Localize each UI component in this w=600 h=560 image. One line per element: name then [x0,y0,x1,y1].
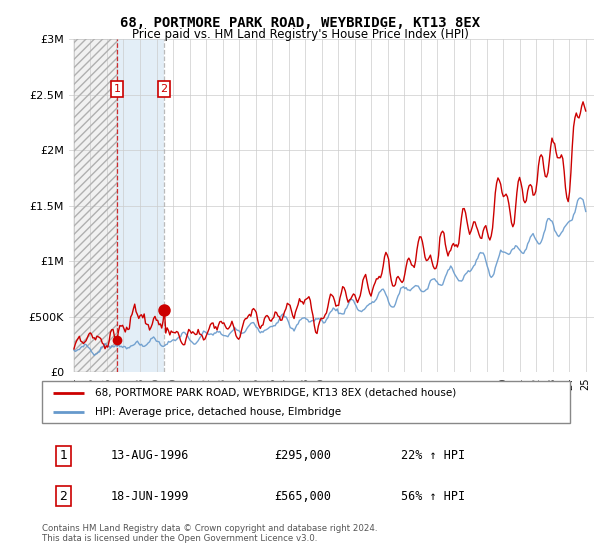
Text: 1: 1 [114,84,121,94]
Text: 56% ↑ HPI: 56% ↑ HPI [401,490,465,503]
Text: £295,000: £295,000 [274,449,331,462]
Text: 18-JUN-1999: 18-JUN-1999 [110,490,189,503]
Bar [117,39,164,372]
Text: Contains HM Land Registry data © Crown copyright and database right 2024.
This d: Contains HM Land Registry data © Crown c… [42,524,377,543]
Text: 2: 2 [161,84,167,94]
FancyBboxPatch shape [42,381,570,423]
Text: 68, PORTMORE PARK ROAD, WEYBRIDGE, KT13 8EX (detached house): 68, PORTMORE PARK ROAD, WEYBRIDGE, KT13 … [95,388,456,398]
Bar [74,39,117,372]
Text: 68, PORTMORE PARK ROAD, WEYBRIDGE, KT13 8EX: 68, PORTMORE PARK ROAD, WEYBRIDGE, KT13 … [120,16,480,30]
Text: 1: 1 [59,449,67,462]
Text: 13-AUG-1996: 13-AUG-1996 [110,449,189,462]
Text: 22% ↑ HPI: 22% ↑ HPI [401,449,465,462]
Bar [74,39,117,372]
Text: HPI: Average price, detached house, Elmbridge: HPI: Average price, detached house, Elmb… [95,407,341,417]
Text: 2: 2 [59,490,67,503]
Text: £565,000: £565,000 [274,490,331,503]
Text: Price paid vs. HM Land Registry's House Price Index (HPI): Price paid vs. HM Land Registry's House … [131,28,469,41]
